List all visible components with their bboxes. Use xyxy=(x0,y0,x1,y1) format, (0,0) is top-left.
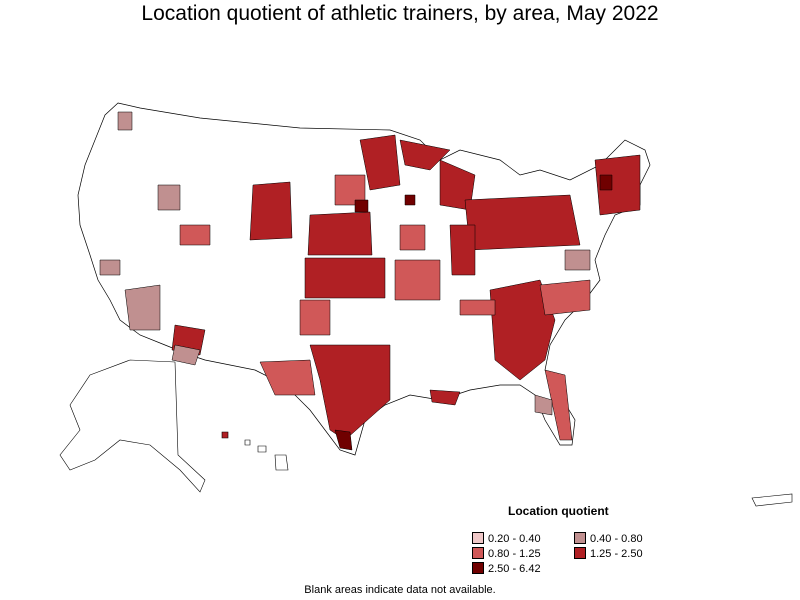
area-washington xyxy=(117,111,133,131)
area-carolinas xyxy=(539,279,591,316)
alaska xyxy=(59,359,206,493)
legend-item-0-80-1-25: 0.80 - 1.25 xyxy=(472,547,541,560)
area-colorado xyxy=(179,224,211,246)
area-louisiana xyxy=(429,389,461,406)
legend-label: 1.25 - 2.50 xyxy=(590,548,643,560)
area-southeast xyxy=(489,279,556,381)
hawaii-island-4 xyxy=(274,454,289,471)
legend-swatch xyxy=(574,532,586,544)
legend-item-0-20-0-40: 0.20 - 0.40 xyxy=(472,532,541,545)
area-idaho-se xyxy=(157,184,181,211)
area-iowa xyxy=(399,224,426,251)
legend-item-1-25-2-50: 1.25 - 2.50 xyxy=(574,547,643,560)
area-florida-west xyxy=(534,394,553,416)
legend-title: Location quotient xyxy=(508,504,609,518)
area-nebraska-east xyxy=(307,211,373,256)
legend-label: 0.80 - 1.25 xyxy=(488,548,541,560)
area-wyoming-central xyxy=(249,181,293,241)
area-missouri xyxy=(394,259,441,301)
legend: Location quotient 0.20 - 0.40 0.40 - 0.8… xyxy=(468,504,668,576)
hawaii-island-2 xyxy=(244,439,251,446)
area-ohio-penn xyxy=(464,194,581,251)
area-new-england xyxy=(594,154,641,216)
legend-swatch xyxy=(472,532,484,544)
hawaii-island-1 xyxy=(221,431,229,439)
area-indiana xyxy=(449,224,476,276)
area-tennessee xyxy=(459,299,496,316)
area-minnesota-dark xyxy=(354,199,369,213)
legend-item-2-50-6-42: 2.50 - 6.42 xyxy=(472,562,541,575)
area-maine-dark xyxy=(599,174,613,191)
map-title: Location quotient of athletic trainers, … xyxy=(141,2,659,25)
area-texas-west xyxy=(259,359,316,396)
legend-swatch xyxy=(472,547,484,559)
legend-item-0-40-0-80: 0.40 - 0.80 xyxy=(574,532,643,545)
area-florida-east xyxy=(544,369,573,441)
hawaii xyxy=(221,431,289,471)
area-wisconsin-dark xyxy=(404,194,416,206)
area-wisconsin xyxy=(359,134,401,191)
puerto-rico xyxy=(751,493,793,507)
alaska-outline xyxy=(59,359,206,493)
area-arizona-central xyxy=(124,284,161,331)
area-kansas xyxy=(304,257,386,299)
puerto-rico-outline xyxy=(751,493,793,507)
area-virginia xyxy=(564,249,591,271)
legend-label: 0.20 - 0.40 xyxy=(488,533,541,545)
area-california-central xyxy=(99,259,121,276)
hawaii-island-3 xyxy=(257,445,267,453)
area-texas-dark xyxy=(334,429,353,451)
legend-swatch xyxy=(472,562,484,574)
legend-label: 2.50 - 6.42 xyxy=(488,563,541,575)
area-oklahoma xyxy=(299,299,331,336)
footnote: Blank areas indicate data not available. xyxy=(304,584,496,596)
shaded-areas xyxy=(99,111,641,451)
legend-swatch xyxy=(574,547,586,559)
area-arizona-se xyxy=(171,344,201,366)
area-michigan-up xyxy=(399,139,451,171)
legend-label: 0.40 - 0.80 xyxy=(590,533,643,545)
